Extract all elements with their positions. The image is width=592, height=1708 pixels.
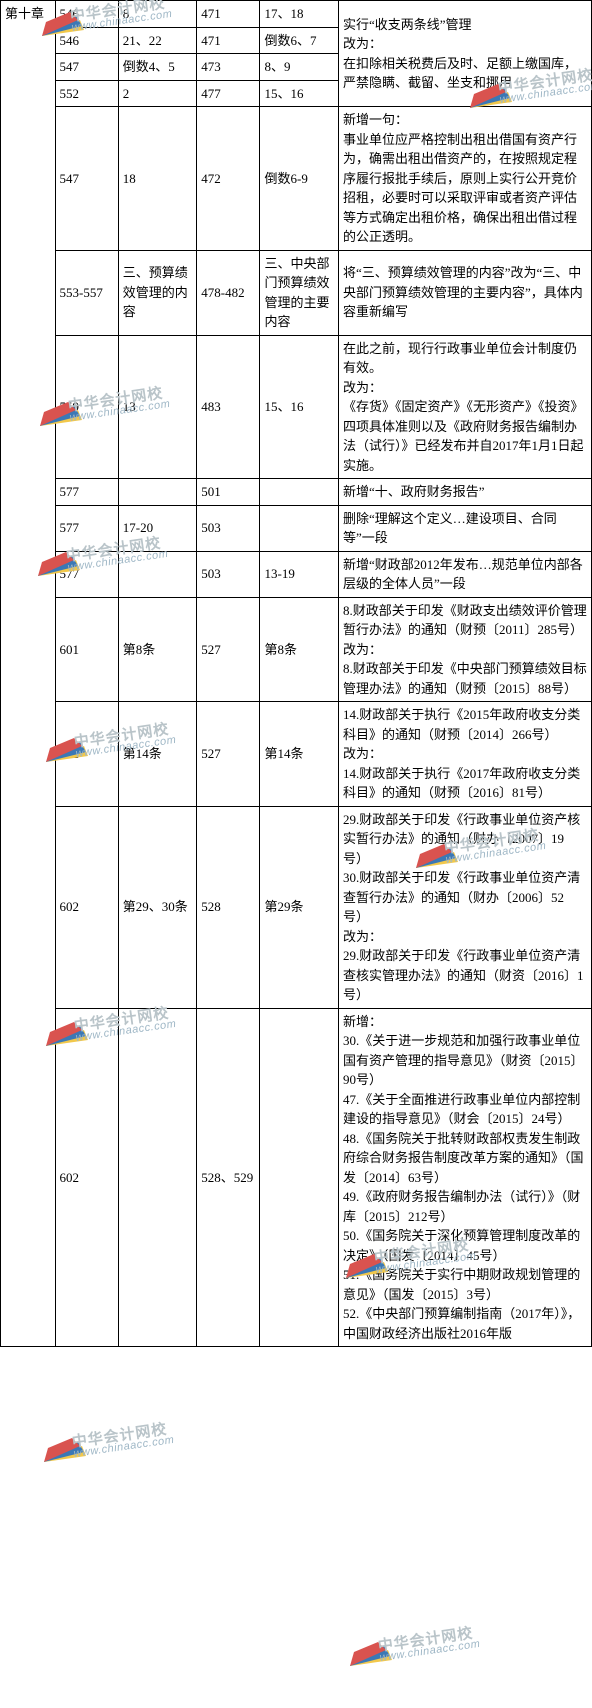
cell-c4: 478-482 [197,250,260,335]
cell-c2: 577 [55,505,118,551]
cell-c3: 21、22 [118,27,197,54]
cell-c6: 8.财政部关于印发《财政支出绩效评价管理暂行办法》的通知（财预〔2011〕285… [338,597,591,702]
cell-c5: 倒数6-9 [260,107,339,251]
table-row: 5591348315、16在此之前，现行行政事业单位会计制度仍有效。改为：《存货… [1,335,592,479]
cell-c2: 601 [55,702,118,807]
cell-c2: 577 [55,479,118,506]
cell-c5: 第29条 [260,806,339,1008]
cell-c5: 第14条 [260,702,339,807]
cell-c6: 新增“财政部2012年发布…规范单位内部各层级的全体人员”一段 [338,551,591,597]
cell-c3: 17-20 [118,505,197,551]
cell-c6: 29.财政部关于印发《行政事业单位资产核实暂行办法》的通知（财办〔2007〕19… [338,806,591,1008]
cell-c2: 602 [55,1008,118,1347]
cell-c2: 601 [55,597,118,702]
cell-c3 [118,551,197,597]
cell-c4: 527 [197,597,260,702]
cell-c6: 新增一句：事业单位应严格控制出租出借国有资产行为，确需出租出借资产的，在按照规定… [338,107,591,251]
watermark: 中华会计网校www.chinaacc.com [350,1638,392,1666]
cell-c2: 546 [55,27,118,54]
cell-c4: 528、529 [197,1008,260,1347]
cell-c2: 547 [55,54,118,81]
chapter-cell: 第十章 [1,1,56,1347]
table-row: 602第29、30条528第29条29.财政部关于印发《行政事业单位资产核实暂行… [1,806,592,1008]
cell-c4: 471 [197,27,260,54]
cell-c4: 473 [197,54,260,81]
table-row: 601第8条527第8条8.财政部关于印发《财政支出绩效评价管理暂行办法》的通知… [1,597,592,702]
table-row: 57717-20503 删除“理解这个定义…建设项目、合同等”一段 [1,505,592,551]
cell-c4: 527 [197,702,260,807]
cell-c5 [260,505,339,551]
cell-c4: 483 [197,335,260,479]
cell-c2: 553-557 [55,250,118,335]
cell-c5: 三、中央部门预算绩效管理的主要内容 [260,250,339,335]
watermark: 中华会计网校www.chinaacc.com [44,1434,86,1462]
cell-c5: 15、16 [260,80,339,107]
table-row: 601第14条527第14条14.财政部关于执行《2015年政府收支分类科目》的… [1,702,592,807]
comparison-table: 第十章546847117、18实行“收支两条线”管理改为：在扣除相关税费后及时、… [0,0,592,1347]
watermark-en: www.chinaacc.com [73,1434,175,1460]
watermark-cn: 中华会计网校 [70,1417,173,1452]
table-row: 577 50313-19新增“财政部2012年发布…规范单位内部各层级的全体人员”… [1,551,592,597]
cell-c5 [260,479,339,506]
cell-c6: 在此之前，现行行政事业单位会计制度仍有效。改为：《存货》《固定资产》《无形资产》… [338,335,591,479]
cell-c6: 新增：30.《关于进一步规范和加强行政事业单位国有资产管理的指导意见》（财资〔2… [338,1008,591,1347]
cell-c4: 503 [197,551,260,597]
table-row: 54718472倒数6-9新增一句：事业单位应严格控制出租出借国有资产行为，确需… [1,107,592,251]
cell-c6: 删除“理解这个定义…建设项目、合同等”一段 [338,505,591,551]
table-row: 553-557三、预算绩效管理的内容478-482三、中央部门预算绩效管理的主要… [1,250,592,335]
table-row: 602 528、529 新增：30.《关于进一步规范和加强行政事业单位国有资产管理的… [1,1008,592,1347]
cell-c4: 503 [197,505,260,551]
table-row: 577 501 新增“十、政府财务报告” [1,479,592,506]
cell-c2: 602 [55,806,118,1008]
cell-c3 [118,1008,197,1347]
cell-c3: 第8条 [118,597,197,702]
cell-c4: 472 [197,107,260,251]
cell-c5: 8、9 [260,54,339,81]
cell-c6: 将“三、预算绩效管理的内容”改为“三、中央部门预算绩效管理的主要内容”，具体内容… [338,250,591,335]
watermark-en: www.chinaacc.com [379,1638,481,1664]
cell-c5: 13-19 [260,551,339,597]
cell-c3: 三、预算绩效管理的内容 [118,250,197,335]
watermark-flag-icon [44,1434,86,1462]
cell-c3: 倒数4、5 [118,54,197,81]
cell-c4: 471 [197,1,260,28]
cell-c5: 17、18 [260,1,339,28]
cell-c5: 第8条 [260,597,339,702]
cell-c6: 新增“十、政府财务报告” [338,479,591,506]
cell-c6: 实行“收支两条线”管理改为：在扣除相关税费后及时、足额上缴国库，严禁隐瞒、截留、… [338,1,591,107]
cell-c5: 倒数6、7 [260,27,339,54]
cell-c4: 528 [197,806,260,1008]
cell-c3: 18 [118,107,197,251]
cell-c4: 501 [197,479,260,506]
cell-c3: 8 [118,1,197,28]
cell-c3: 第14条 [118,702,197,807]
cell-c3: 第29、30条 [118,806,197,1008]
cell-c6: 14.财政部关于执行《2015年政府收支分类科目》的通知（财预〔2014〕266… [338,702,591,807]
cell-c5 [260,1008,339,1347]
cell-c3 [118,479,197,506]
cell-c3: 2 [118,80,197,107]
table-row: 第十章546847117、18实行“收支两条线”管理改为：在扣除相关税费后及时、… [1,1,592,28]
cell-c2: 559 [55,335,118,479]
watermark-flag-icon [350,1638,392,1666]
cell-c2: 577 [55,551,118,597]
cell-c5: 15、16 [260,335,339,479]
cell-c2: 546 [55,1,118,28]
cell-c2: 552 [55,80,118,107]
watermark-cn: 中华会计网校 [376,1621,479,1656]
cell-c3: 13 [118,335,197,479]
cell-c2: 547 [55,107,118,251]
cell-c4: 477 [197,80,260,107]
